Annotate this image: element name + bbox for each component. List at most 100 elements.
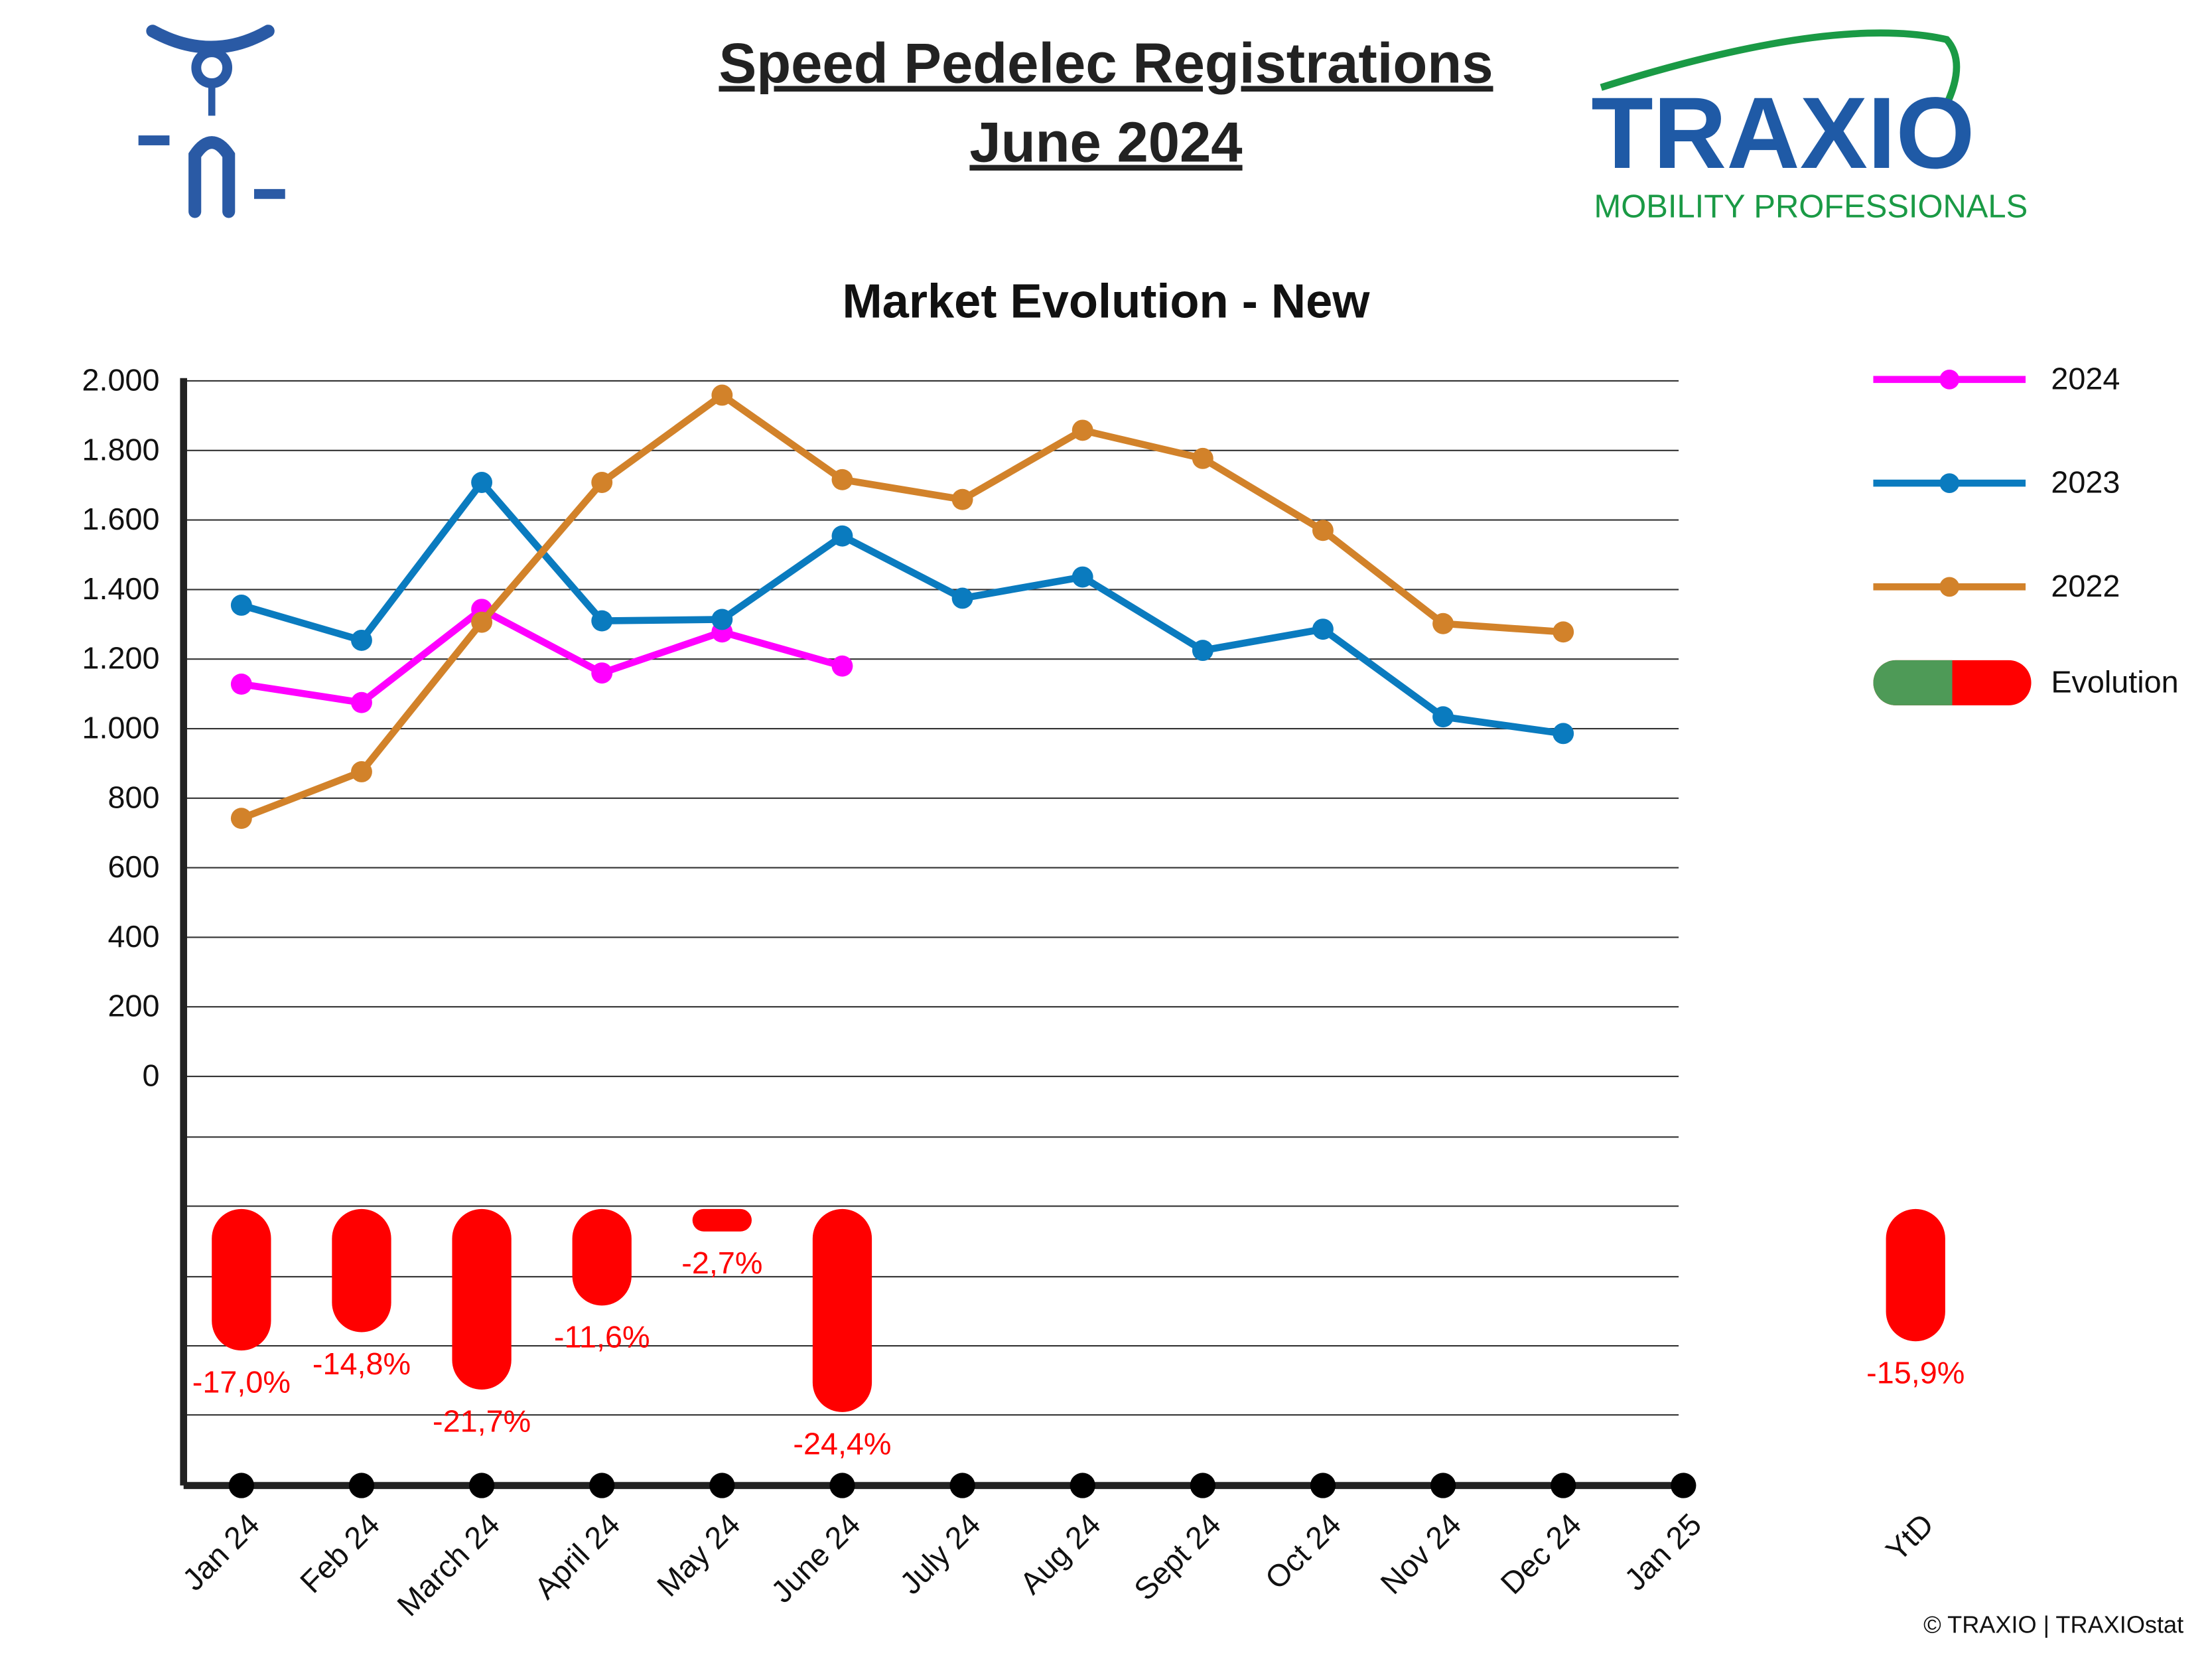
y-tick-label: 0 (143, 1058, 160, 1093)
series-point (951, 488, 973, 510)
x-tick-dot (1551, 1473, 1576, 1498)
y-tick-label: 1.400 (82, 571, 160, 606)
series-point (351, 691, 372, 713)
x-tick-label: Feb 24 (293, 1507, 386, 1600)
logo-text: TRAXIO (1591, 76, 1974, 190)
legend-label: 2023 (2051, 465, 2120, 500)
y-tick-label: 1.800 (82, 432, 160, 467)
series-point (951, 587, 973, 609)
series-point (1553, 621, 1574, 643)
evolution-bar (212, 1208, 271, 1351)
x-tick-dot (228, 1473, 254, 1498)
lower-panel-lines (183, 1136, 1679, 1416)
x-tick-dot (348, 1473, 375, 1498)
page-subtitle: June 2024 (969, 111, 1242, 175)
x-tick-dot (709, 1473, 735, 1498)
evolution-bar (812, 1208, 872, 1412)
series-point (351, 761, 372, 782)
evolution-bar (452, 1208, 512, 1390)
y-tick-label: 1.600 (82, 502, 160, 536)
evolution-label: -17,0% (192, 1364, 291, 1399)
series-point (1553, 723, 1574, 745)
series-point (230, 808, 252, 830)
series-point (831, 655, 853, 677)
series-point (1192, 447, 1213, 469)
x-tick-label: Dec 24 (1494, 1507, 1588, 1601)
chart-title: Market Evolution - New (842, 275, 1370, 328)
x-tick-label: Jan 24 (176, 1507, 266, 1597)
series-point (1192, 640, 1213, 662)
series-point (591, 610, 613, 632)
series-point (711, 384, 733, 406)
legend-dot (1939, 473, 1960, 493)
legend-dot (1939, 577, 1960, 597)
series-point (1432, 706, 1454, 728)
x-tick-dot (1310, 1473, 1336, 1498)
x-tick-label: YtD (1879, 1507, 1940, 1568)
x-tick-label: Nov 24 (1374, 1507, 1468, 1601)
x-tick-label: Oct 24 (1259, 1507, 1348, 1596)
series-point (1312, 520, 1334, 541)
legend-swatch (1873, 660, 1953, 705)
evolution-bar (332, 1208, 391, 1333)
x-tick-dot (1190, 1473, 1215, 1498)
series-line (240, 478, 1564, 737)
evolution-label: -24,4% (793, 1426, 891, 1461)
series-point (1432, 613, 1454, 634)
x-tick-label: May 24 (650, 1507, 746, 1603)
evolution-label: -11,6% (554, 1320, 650, 1354)
logo-arc (1600, 29, 1961, 112)
legend-label: 2022 (2051, 569, 2120, 603)
y-tick-label: 200 (108, 989, 160, 1023)
y-tick-label: 1.200 (82, 641, 160, 676)
y-tick-label: 2.000 (82, 362, 160, 397)
x-tick-dot (589, 1473, 615, 1498)
x-tick-label: July 24 (893, 1507, 987, 1601)
evolution-label: -21,7% (433, 1404, 531, 1438)
series-point (230, 595, 252, 616)
x-tick-dot (468, 1473, 495, 1498)
legend-label: Evolution (2051, 664, 2178, 699)
x-tick-dot (1430, 1473, 1456, 1498)
x-tick-label: April 24 (527, 1507, 626, 1606)
x-tick-label: Aug 24 (1013, 1507, 1107, 1601)
series-point (230, 673, 252, 695)
x-tick-label: March 24 (391, 1507, 507, 1623)
x-tick-label: Jan 25 (1618, 1507, 1708, 1597)
y-tick-label: 1.000 (82, 710, 160, 745)
x-tick-dot (1070, 1473, 1095, 1498)
series-point (591, 662, 613, 684)
legend-dot (1939, 369, 1960, 390)
x-tick-label: Sept 24 (1127, 1507, 1227, 1607)
x-tick-dot (829, 1473, 855, 1498)
y-tick-label: 800 (108, 780, 160, 814)
series-point (351, 629, 372, 651)
page-title: Speed Pedelec Registrations (719, 33, 1493, 96)
evolution-bar (1886, 1208, 1945, 1342)
series-point (831, 469, 853, 490)
evolution-label: -14,8% (312, 1346, 411, 1381)
series-point (831, 525, 853, 547)
series-point (711, 609, 733, 630)
y-tick-label: 600 (108, 849, 160, 884)
series-line (241, 605, 843, 707)
bike-icon (138, 25, 285, 218)
series-point (1312, 618, 1334, 640)
evolution-label: -15,9% (1866, 1356, 1965, 1390)
series-point (471, 472, 493, 493)
evolution-bar (692, 1208, 752, 1232)
evolution-label: -2,7% (681, 1246, 762, 1280)
series-point (471, 611, 493, 633)
x-tick-label: June 24 (764, 1507, 866, 1609)
y-tick-label: 400 (108, 919, 160, 954)
series-point (591, 472, 613, 493)
series-line (240, 392, 1564, 822)
evolution-bar (572, 1208, 632, 1306)
x-tick-dot (949, 1473, 975, 1498)
footer: © TRAXIO | TRAXIOstat (1923, 1611, 2183, 1638)
legend-label: 2024 (2051, 361, 2120, 396)
series-point (1071, 566, 1093, 588)
series-point (1071, 419, 1093, 441)
